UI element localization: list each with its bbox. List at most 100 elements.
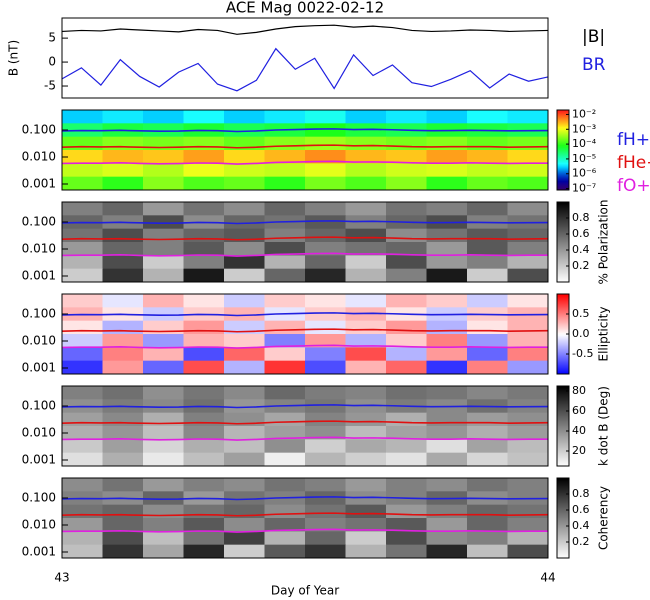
colorbar-swatch bbox=[557, 550, 569, 553]
colorbar-frame bbox=[556, 385, 570, 467]
y-tick-label: 0.100 bbox=[22, 122, 56, 136]
heatmap-cell bbox=[143, 123, 184, 138]
colorbar-swatch bbox=[557, 400, 569, 403]
heatmap-cell bbox=[305, 294, 346, 308]
colorbar-swatch bbox=[557, 392, 569, 395]
heatmap-cell bbox=[305, 202, 346, 216]
heatmap-cell bbox=[264, 150, 306, 164]
heatmap-cell bbox=[224, 150, 265, 164]
colorbar-swatch bbox=[557, 528, 569, 531]
heatmap-cell bbox=[426, 242, 468, 256]
colorbar-swatch bbox=[557, 308, 569, 311]
heatmap-cell bbox=[62, 518, 103, 532]
colorbar-swatch bbox=[557, 270, 569, 273]
heatmap-cell bbox=[467, 150, 508, 164]
heatmap-cell bbox=[305, 242, 346, 256]
heatmap-cell bbox=[305, 439, 346, 454]
heatmap-cell bbox=[345, 518, 387, 532]
heatmap-cell bbox=[183, 478, 225, 492]
colorbar-swatch bbox=[557, 164, 569, 167]
heatmap-cell bbox=[102, 347, 144, 362]
heatmap-cell bbox=[507, 136, 549, 151]
plot-frame bbox=[61, 17, 549, 99]
colorbar-swatch bbox=[557, 110, 569, 113]
heatmap-cell bbox=[345, 242, 387, 256]
gyrofrequency-line bbox=[61, 220, 549, 225]
heatmap-cell bbox=[386, 242, 427, 256]
colorbar-label: Ellipticity bbox=[597, 307, 611, 362]
heatmap-cell bbox=[143, 531, 184, 546]
colorbar-swatch bbox=[557, 212, 569, 215]
heatmap-cell bbox=[507, 360, 549, 375]
heatmap-cell bbox=[143, 215, 184, 230]
colorbar-tick-label: 10⁻⁵ bbox=[572, 152, 596, 165]
heatmap-cell bbox=[467, 320, 508, 335]
heatmap-cell bbox=[264, 202, 306, 216]
heatmap-cell bbox=[386, 268, 427, 283]
heatmap-cell bbox=[143, 518, 184, 532]
heatmap-cell bbox=[62, 228, 103, 243]
heatmap-cell bbox=[264, 412, 306, 427]
colorbar-swatch bbox=[557, 500, 569, 503]
heatmap-cell bbox=[143, 202, 184, 216]
heatmap-cell bbox=[143, 386, 184, 400]
heatmap-cell bbox=[426, 478, 468, 492]
heatmap-cell bbox=[62, 110, 103, 124]
heatmap-cell bbox=[507, 478, 549, 492]
colorbar-swatch bbox=[557, 234, 569, 237]
heatmap-cell bbox=[305, 347, 346, 362]
heatmap-cell bbox=[264, 242, 306, 256]
colorbar-swatch bbox=[557, 166, 569, 169]
heatmap-cell bbox=[345, 426, 387, 440]
heatmap-cell bbox=[224, 544, 265, 559]
heatmap-cell bbox=[345, 215, 387, 230]
heatmap-cell bbox=[143, 150, 184, 164]
colorbar-label: k dot B (Deg) bbox=[597, 386, 611, 466]
heatmap-cell bbox=[143, 504, 184, 519]
plot-frame bbox=[61, 109, 549, 191]
x-tick-label: 43 bbox=[54, 571, 69, 585]
colorbar-label: Coherency bbox=[597, 486, 611, 550]
colorbar-swatch bbox=[557, 490, 569, 493]
heatmap-cell bbox=[467, 242, 508, 256]
heatmap-cell bbox=[386, 347, 427, 362]
colorbar-swatch bbox=[557, 354, 569, 357]
colorbar-swatch bbox=[557, 556, 569, 559]
y-tick-label: 0.001 bbox=[22, 361, 56, 375]
heatmap-cell bbox=[264, 426, 306, 440]
colorbar-swatch bbox=[557, 262, 569, 265]
colorbar-swatch bbox=[557, 514, 569, 517]
heatmap-cell bbox=[183, 544, 225, 559]
colorbar-tick-label: 0.4 bbox=[572, 519, 590, 532]
colorbar-tick-label: 0.2 bbox=[572, 259, 590, 272]
colorbar-swatch bbox=[557, 492, 569, 495]
colorbar-swatch bbox=[557, 248, 569, 251]
heatmap-cell bbox=[305, 215, 346, 230]
heatmap-cell bbox=[345, 228, 387, 243]
colorbar-tick-label: 20 bbox=[572, 444, 586, 457]
colorbar-swatch bbox=[557, 210, 569, 213]
colorbar-swatch bbox=[557, 520, 569, 523]
colorbar-swatch bbox=[557, 172, 569, 175]
colorbar-swatch bbox=[557, 442, 569, 445]
gyrofrequency-line bbox=[61, 144, 549, 149]
heatmap-cell bbox=[345, 399, 387, 414]
colorbar-swatch bbox=[557, 154, 569, 157]
heatmap-cell bbox=[183, 334, 225, 348]
heatmap-cell bbox=[62, 360, 103, 375]
heatmap-cell bbox=[102, 202, 144, 216]
heatmap-cell bbox=[426, 531, 468, 546]
heatmap-cell bbox=[386, 202, 427, 216]
heatmap-cell bbox=[62, 478, 103, 492]
heatmap-cell bbox=[426, 518, 468, 532]
heatmap-cell bbox=[467, 544, 508, 559]
y-tick-label: 0 bbox=[48, 55, 56, 69]
heatmap-cell bbox=[305, 320, 346, 335]
heatmap-cell bbox=[467, 518, 508, 532]
colorbar-swatch bbox=[557, 450, 569, 453]
heatmap-cell bbox=[102, 360, 144, 375]
heatmap-cell bbox=[62, 255, 103, 270]
heatmap-cell bbox=[264, 360, 306, 375]
heatmap-cell bbox=[305, 386, 346, 400]
heatmap-cell bbox=[426, 228, 468, 243]
